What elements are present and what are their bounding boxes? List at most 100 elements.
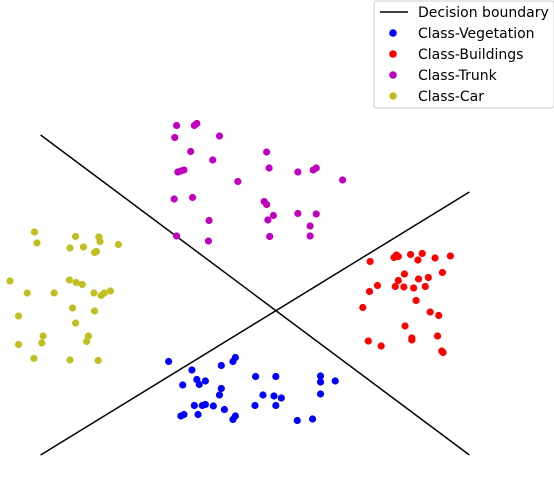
point-veg-25	[251, 401, 259, 410]
point-trk-24	[205, 216, 213, 225]
point-bld-1	[406, 250, 415, 259]
point-car-10	[6, 277, 14, 285]
point-trk-22	[312, 210, 320, 218]
series-veg	[165, 353, 339, 425]
decision-boundary-lines	[40, 134, 470, 456]
point-veg-18	[316, 390, 325, 398]
point-trk-8	[265, 164, 273, 172]
point-veg-0	[165, 357, 173, 366]
point-veg-13	[331, 377, 339, 385]
point-bld-19	[365, 287, 374, 296]
point-car-30	[66, 356, 74, 364]
data-points	[6, 119, 454, 425]
point-car-4	[96, 237, 104, 246]
point-trk-27	[173, 232, 181, 240]
point-bld-0	[418, 249, 426, 258]
point-veg-11	[272, 372, 280, 381]
point-trk-3	[215, 132, 224, 140]
point-veg-33	[308, 415, 317, 423]
point-car-26	[38, 339, 46, 347]
point-trk-26	[306, 222, 314, 230]
point-car-13	[78, 280, 86, 289]
legend: Decision boundary Class-Vegetation Class…	[373, 0, 554, 109]
point-veg-14	[316, 378, 325, 386]
point-bld-5	[431, 254, 439, 262]
point-car-24	[39, 332, 47, 340]
point-trk-11	[294, 168, 302, 176]
point-car-1	[33, 239, 41, 247]
point-bld-11	[394, 276, 402, 285]
point-car-20	[68, 304, 77, 312]
point-bld-31	[439, 348, 447, 357]
point-trk-30	[204, 237, 213, 245]
point-veg-1	[188, 366, 196, 374]
point-trk-14	[177, 167, 185, 175]
point-bld-18	[421, 282, 429, 291]
point-bld-24	[401, 322, 409, 330]
point-trk-6	[263, 148, 271, 156]
legend-frame	[373, 0, 554, 109]
point-bld-15	[391, 282, 399, 291]
point-car-21	[90, 307, 99, 315]
point-trk-7	[209, 156, 217, 164]
legend-trunk-marker	[389, 71, 397, 79]
point-veg-22	[198, 401, 206, 410]
point-car-27	[14, 340, 23, 349]
point-car-11	[65, 276, 74, 284]
point-veg-2	[217, 361, 225, 370]
point-car-2	[71, 232, 80, 241]
point-veg-19	[215, 391, 224, 399]
point-trk-5	[187, 147, 195, 156]
point-bld-9	[400, 270, 409, 278]
point-bld-21	[359, 303, 367, 312]
point-veg-21	[190, 401, 198, 410]
point-car-18	[50, 289, 58, 297]
point-car-0	[30, 228, 39, 236]
point-veg-16	[270, 392, 278, 400]
point-car-16	[106, 287, 115, 295]
point-veg-15	[259, 391, 267, 399]
point-bld-17	[410, 284, 418, 292]
point-bld-25	[433, 332, 442, 340]
point-trk-29	[306, 232, 314, 240]
legend-label-car: Class-Car	[418, 89, 484, 105]
point-bld-28	[408, 336, 416, 344]
point-veg-7	[179, 381, 187, 389]
point-veg-6	[201, 377, 209, 385]
decision-boundary-line-2	[40, 191, 470, 456]
series-bld	[359, 249, 454, 357]
point-bld-6	[446, 252, 454, 260]
point-trk-21	[294, 209, 302, 218]
point-trk-23	[269, 211, 277, 220]
point-car-25	[84, 332, 92, 340]
point-car-31	[94, 356, 102, 365]
point-trk-28	[266, 232, 274, 241]
legend-label-trunk: Class-Trunk	[418, 68, 498, 84]
point-bld-14	[373, 281, 382, 290]
point-trk-16	[234, 177, 242, 186]
point-car-29	[30, 354, 38, 363]
point-veg-31	[229, 415, 237, 424]
decision-boundary-line-1	[40, 134, 470, 456]
point-bld-12	[424, 273, 432, 282]
point-veg-28	[177, 412, 185, 420]
point-car-23	[71, 319, 80, 327]
point-trk-15	[338, 176, 347, 184]
point-car-6	[66, 244, 74, 252]
point-veg-4	[231, 353, 239, 362]
point-trk-25	[264, 216, 272, 224]
point-veg-10	[252, 372, 260, 381]
point-bld-10	[438, 268, 447, 277]
point-bld-4	[392, 251, 401, 259]
point-trk-10	[312, 164, 320, 172]
point-trk-18	[188, 193, 197, 202]
point-veg-29	[194, 410, 202, 419]
point-veg-8	[195, 380, 203, 389]
point-bld-7	[414, 256, 422, 264]
point-car-7	[79, 243, 88, 251]
point-car-15	[90, 289, 98, 297]
point-veg-24	[220, 405, 228, 414]
point-bld-26	[364, 337, 372, 345]
legend-label-decision-boundary: Decision boundary	[418, 5, 549, 21]
